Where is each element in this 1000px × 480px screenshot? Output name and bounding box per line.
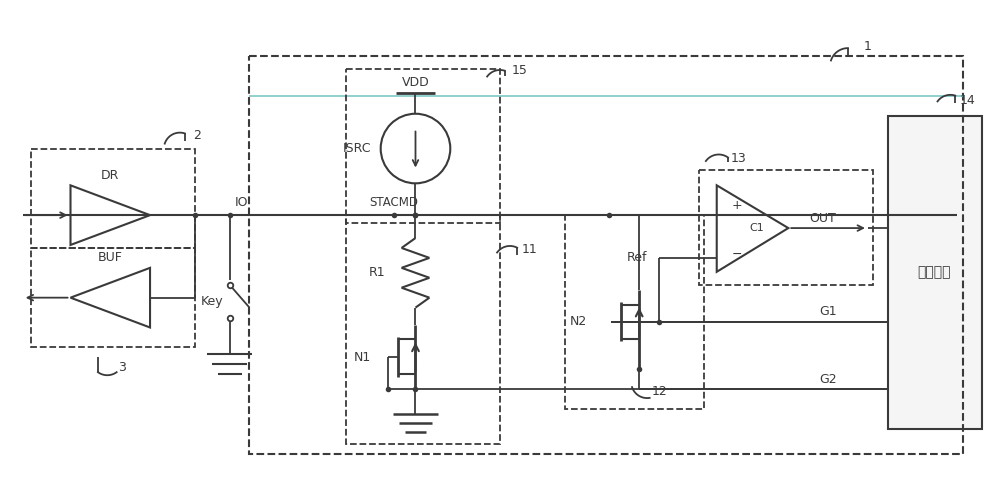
Text: ISRC: ISRC xyxy=(342,142,371,155)
Text: N2: N2 xyxy=(570,315,587,328)
Bar xyxy=(346,69,500,223)
Text: −: − xyxy=(731,249,742,262)
Text: 3: 3 xyxy=(118,361,126,374)
Text: DR: DR xyxy=(101,169,119,182)
Text: BUF: BUF xyxy=(98,252,123,264)
Text: 控制单元: 控制单元 xyxy=(918,265,951,279)
Text: G1: G1 xyxy=(819,305,837,318)
Text: VDD: VDD xyxy=(402,76,429,89)
Text: OUT: OUT xyxy=(810,212,836,225)
Text: R1: R1 xyxy=(369,266,386,279)
Text: G2: G2 xyxy=(819,372,837,386)
Bar xyxy=(249,56,963,454)
Bar xyxy=(31,148,195,248)
Text: 1: 1 xyxy=(864,40,872,53)
Text: 15: 15 xyxy=(512,64,528,77)
Text: 13: 13 xyxy=(731,152,746,165)
Text: 14: 14 xyxy=(959,94,975,108)
Text: 12: 12 xyxy=(651,384,667,397)
Bar xyxy=(699,170,873,285)
Bar xyxy=(565,215,704,409)
Text: N1: N1 xyxy=(354,351,371,364)
Text: +: + xyxy=(731,199,742,212)
Text: 2: 2 xyxy=(193,129,201,142)
Text: Ref: Ref xyxy=(627,252,647,264)
Text: STACMD: STACMD xyxy=(369,196,418,209)
Text: Key: Key xyxy=(201,295,224,308)
Text: 11: 11 xyxy=(522,243,538,256)
Bar xyxy=(31,248,195,348)
Bar xyxy=(888,116,982,429)
Text: IO: IO xyxy=(235,196,248,209)
Bar xyxy=(346,215,500,444)
Text: C1: C1 xyxy=(749,223,764,233)
